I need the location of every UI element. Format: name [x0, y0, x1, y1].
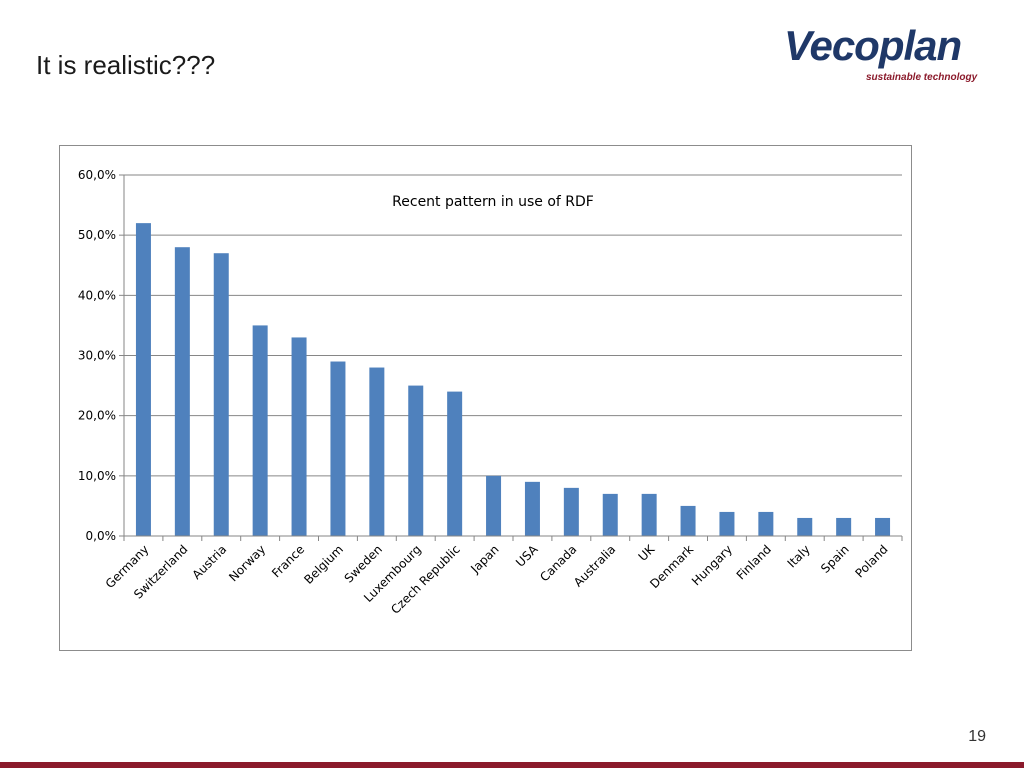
bar-chart: 0,0% 10,0% 20,0% 30,0% 40,0% 50,0% 60,0% Germa… [78, 168, 903, 617]
x-tick-label: Czech Republic [388, 542, 463, 617]
x-tick-label: USA [513, 542, 541, 570]
y-tick-label: 60,0% [78, 168, 116, 182]
bar [174, 247, 190, 536]
x-tick-label: Finland [734, 542, 774, 582]
page-number: 19 [968, 728, 986, 745]
bar [291, 337, 307, 536]
x-tick-label: Belgium [301, 542, 346, 587]
bar [486, 475, 502, 536]
x-tick-label: UK [636, 541, 658, 563]
bar [447, 391, 463, 536]
x-tick-label: Italy [785, 542, 813, 570]
x-tick-label: Japan [467, 542, 501, 576]
logo-tagline: sustainable technology [866, 72, 978, 83]
bar [524, 481, 540, 536]
x-tick-label: Hungary [689, 542, 735, 588]
y-tick-labels: 0,0% 10,0% 20,0% 30,0% 40,0% 50,0% 60,0% [78, 168, 116, 543]
bar [330, 361, 346, 536]
footer-bar [0, 762, 1024, 768]
y-tick-label: 0,0% [86, 529, 117, 543]
y-tick-label: 40,0% [78, 288, 116, 302]
x-tick-label: France [269, 542, 307, 580]
x-tick-label: Spain [818, 542, 852, 576]
x-tick-label: Austria [189, 542, 229, 582]
chart-title: Recent pattern in use of RDF [392, 194, 594, 210]
y-tick-label: 10,0% [78, 469, 116, 483]
bar [213, 253, 229, 536]
bar [680, 505, 696, 536]
x-tick-label: Australia [571, 542, 618, 589]
chart-frame: 0,0% 10,0% 20,0% 30,0% 40,0% 50,0% 60,0% Germa… [59, 145, 912, 651]
bar [758, 511, 774, 536]
bar [797, 517, 813, 536]
y-tick-label: 30,0% [78, 349, 116, 363]
bar [369, 367, 385, 536]
axes [119, 174, 903, 541]
y-tick-label: 50,0% [78, 228, 116, 242]
bar [836, 517, 852, 536]
x-tick-label: Poland [852, 542, 890, 580]
gridlines [124, 174, 902, 477]
bar [641, 493, 657, 536]
bar [875, 517, 891, 536]
slide-title: It is realistic??? [36, 50, 216, 80]
bar [602, 493, 618, 536]
bar [408, 385, 424, 536]
bar [563, 487, 579, 536]
logo-wordmark: Vecoplan [784, 22, 962, 69]
bar [719, 511, 735, 536]
bar [252, 325, 268, 536]
bars [135, 223, 891, 536]
y-tick-label: 20,0% [78, 409, 116, 423]
vecoplan-logo: Vecoplan sustainable technology [784, 22, 1004, 92]
x-tick-label: Norway [226, 542, 268, 584]
bar [135, 223, 151, 536]
